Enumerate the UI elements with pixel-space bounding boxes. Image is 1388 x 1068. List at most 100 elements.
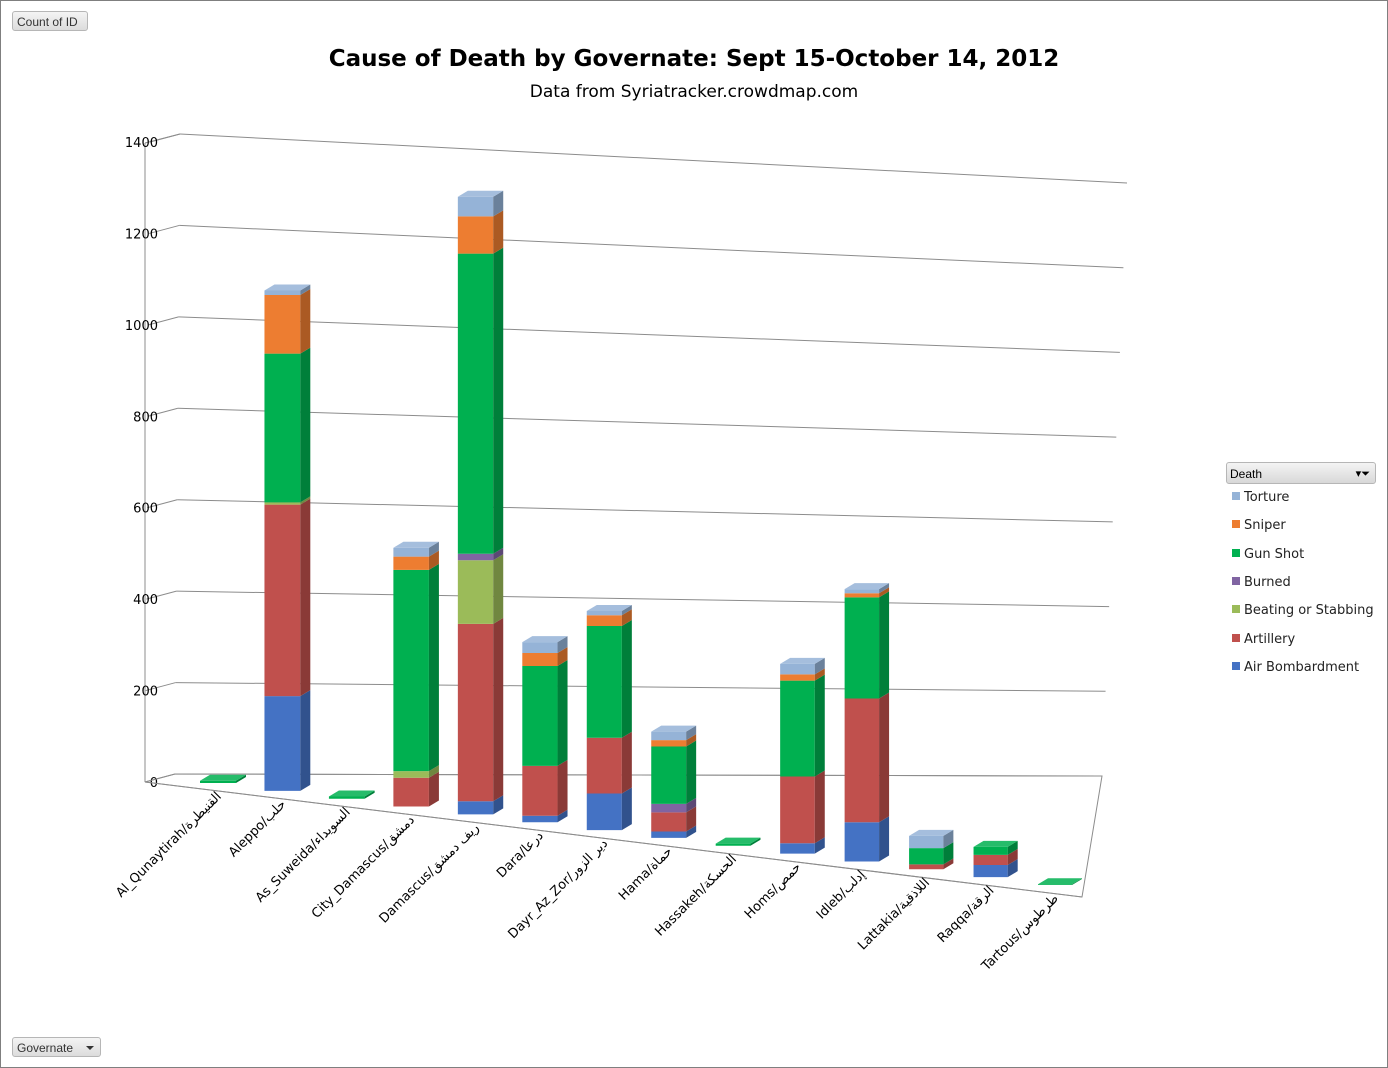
legend-swatch	[1232, 492, 1240, 500]
bar-segment	[651, 806, 697, 832]
bar-segment-front	[522, 653, 558, 667]
x-tick-label: Hassakeh/الحسكة	[652, 852, 739, 939]
legend-swatch	[1232, 605, 1240, 614]
bar-segment-side	[236, 774, 246, 783]
bar-segment-side	[943, 842, 954, 865]
bar-segment	[780, 674, 825, 777]
legend: Death ▾⏷ Torture Sniper Gun Shot Burned Beat…	[1226, 462, 1376, 675]
bar-segment	[909, 842, 954, 865]
x-tick-label: Hama/حماة	[616, 844, 675, 903]
bar-segment-side	[557, 759, 568, 816]
bar-segment-front	[457, 216, 494, 254]
bar-segment-front	[909, 848, 944, 865]
bar-segment-side	[428, 765, 439, 778]
bar-segment-side	[621, 787, 632, 831]
bar-segment	[844, 816, 890, 862]
bar-top-face	[780, 657, 825, 664]
legend-item: Beating or Stabbing	[1232, 603, 1374, 621]
bar-segment-side	[300, 498, 311, 697]
legend-label: Sniper	[1244, 518, 1286, 534]
bar-segment-front	[522, 666, 558, 766]
bar-segment-side	[493, 554, 504, 624]
bar-segment	[909, 858, 954, 870]
bar-segment	[844, 587, 890, 598]
gridline-side	[149, 224, 180, 234]
axis-field-button[interactable]: Governate	[12, 1037, 101, 1057]
bar-segment-front	[651, 803, 687, 813]
gridline-side	[145, 682, 176, 692]
bar-top-face	[200, 774, 246, 781]
bar-segment-front	[651, 831, 687, 838]
legend-label: Air Bombardment	[1244, 659, 1360, 675]
bar-top-face	[393, 541, 439, 548]
gridline-side	[147, 407, 178, 417]
bar-segment-side	[686, 825, 697, 838]
bar-stack	[200, 774, 246, 783]
bar-segment	[651, 740, 697, 804]
bar-segment-front	[264, 696, 301, 791]
legend-field-button[interactable]: Death ▾⏷	[1226, 462, 1376, 484]
y-tick-label: 1400	[125, 136, 158, 151]
bar-segment-front	[586, 737, 622, 794]
bar-segment	[586, 609, 632, 627]
bar-segment-front	[393, 771, 429, 778]
bar-segment	[844, 692, 890, 823]
bar-segment-front	[264, 290, 301, 295]
bar-segment-front	[780, 776, 815, 844]
bar-segment	[586, 787, 632, 831]
bar-segment-side	[428, 771, 439, 807]
bar-segment-front	[393, 777, 429, 807]
bar-segment-front	[264, 502, 301, 505]
bar-segment-front	[973, 846, 1008, 855]
filter-dropdown-icon[interactable]: ▾⏷	[1355, 468, 1370, 480]
y-tick-label: 400	[133, 593, 158, 608]
bar-segment	[457, 795, 504, 815]
bar-segment-front	[264, 504, 301, 697]
bar-segment-front	[522, 815, 558, 823]
bar-segment-front	[393, 556, 429, 570]
x-tick-label: Raqqa/الرقة	[935, 883, 998, 946]
bar-segment-front	[844, 593, 880, 598]
bar-segment-front	[393, 547, 429, 557]
bar-segment	[393, 563, 439, 772]
bar-segment	[522, 636, 568, 654]
legend-swatch	[1232, 548, 1240, 557]
legend-label: Beating or Stabbing	[1244, 603, 1374, 619]
bar-segment-side	[686, 734, 697, 747]
bar-segment-side	[557, 636, 568, 654]
bar-segment-front	[522, 642, 558, 654]
bar-segment	[457, 247, 504, 554]
bar-segment-front	[264, 353, 301, 503]
bar-segment-front	[586, 626, 622, 738]
bar-segment	[264, 496, 311, 505]
bar-segment	[844, 591, 890, 699]
x-tick-label: Aleppo/حلب	[226, 797, 289, 860]
bar-segment-front	[264, 295, 301, 354]
gridline	[176, 590, 1110, 608]
bar-segment	[264, 347, 311, 503]
bar-segment-side	[493, 190, 504, 217]
bar-segment	[457, 547, 504, 561]
bar-segment-side	[1007, 840, 1018, 855]
bar-segment	[457, 190, 504, 217]
x-tick-label: Homs/حمص	[742, 860, 804, 922]
bar-segment-front	[844, 597, 880, 699]
bar-segment-side	[943, 829, 954, 849]
bar-top-face	[715, 837, 761, 844]
dropdown-arrow-icon[interactable]	[86, 1046, 94, 1050]
bar-segment-side	[428, 541, 439, 557]
bar-segment	[522, 660, 568, 766]
legend-swatch	[1232, 520, 1240, 529]
legend-label: Burned	[1244, 574, 1291, 590]
bar-segment-side	[750, 837, 761, 846]
values-field-button[interactable]: Count of ID	[12, 11, 88, 31]
bar-segment-front	[522, 765, 558, 816]
y-tick-label: 600	[133, 502, 158, 517]
bar-segment-front	[909, 835, 944, 849]
bar-segment-front	[780, 843, 815, 854]
legend-label: Gun Shot	[1244, 546, 1305, 562]
bar-top-face	[522, 636, 568, 643]
bar-segment	[651, 797, 697, 813]
axis-field-label: Governate	[17, 1041, 74, 1055]
gridline	[179, 133, 1128, 184]
